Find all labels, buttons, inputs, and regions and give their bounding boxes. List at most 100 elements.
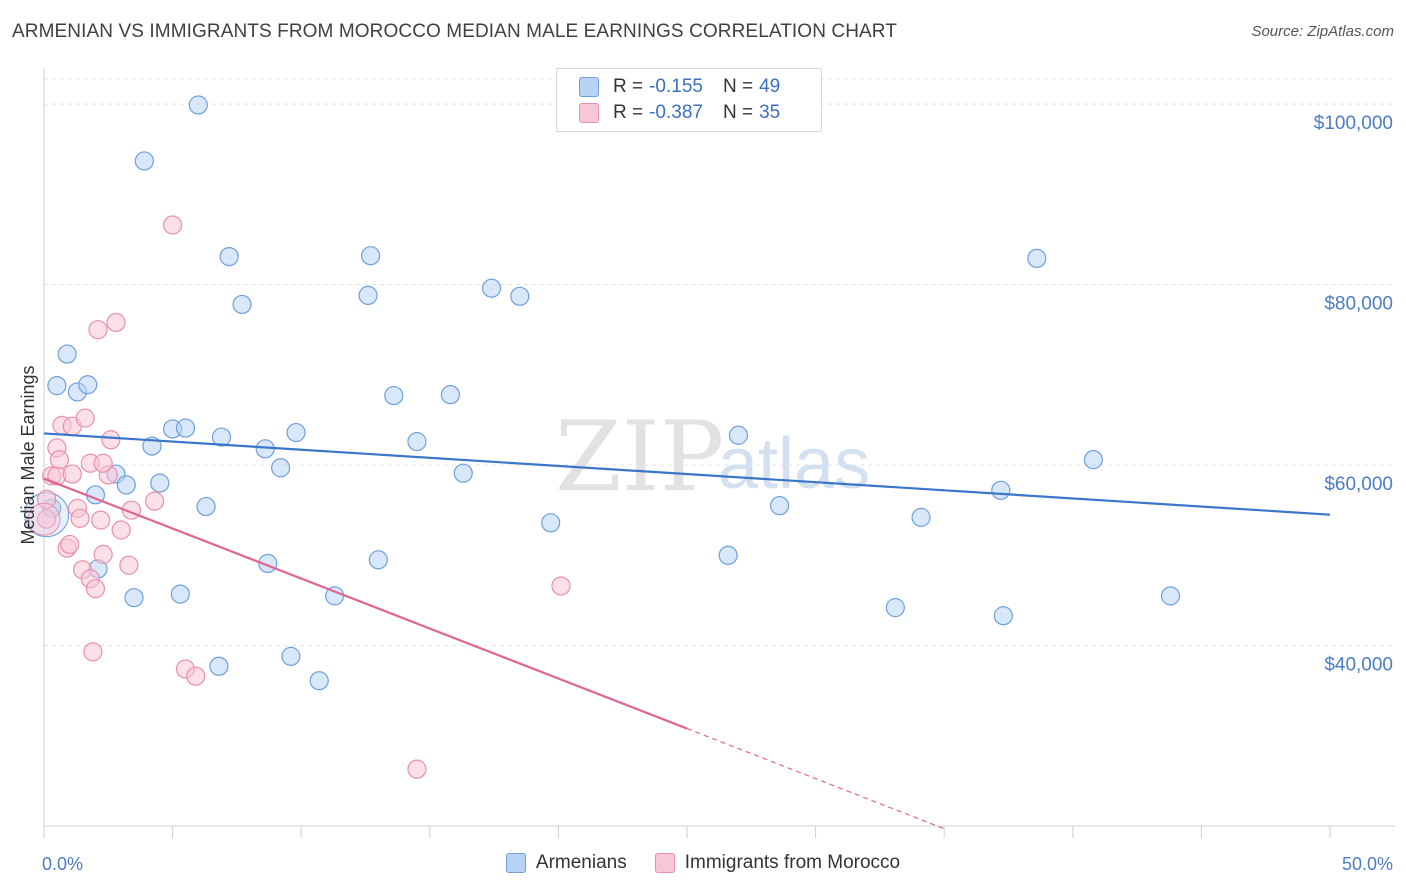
legend-item-morocco[interactable]: Immigrants from Morocco xyxy=(654,852,901,874)
armenian-point xyxy=(219,246,239,267)
armenian-point xyxy=(134,151,154,171)
morocco-trend-extension xyxy=(686,727,945,830)
y-tick-label: $80,000 xyxy=(1324,294,1393,315)
morocco-point xyxy=(407,759,427,779)
morocco-point xyxy=(75,408,95,428)
armenian-point xyxy=(57,344,77,364)
morocco-point xyxy=(85,579,106,599)
armenian-point xyxy=(407,431,427,452)
legend-row-armenians: R = -0.155 N = 49 xyxy=(579,74,780,100)
watermark: ZIP atlas xyxy=(555,401,870,513)
armenian-point xyxy=(309,671,329,691)
morocco-point xyxy=(106,312,126,333)
armenian-point xyxy=(440,385,460,405)
armenian-point xyxy=(510,286,530,306)
legend-r-value: -0.387 xyxy=(649,102,703,123)
morocco-point xyxy=(36,509,57,529)
armenian-point xyxy=(286,422,306,443)
morocco-legend-swatch xyxy=(654,853,675,873)
armenians-swatch xyxy=(579,77,599,97)
morocco-points xyxy=(27,215,571,779)
armenian-point xyxy=(993,606,1013,626)
morocco-point xyxy=(111,520,131,540)
x-tick-label: 0.0% xyxy=(42,854,83,874)
correlation-legend: R = -0.155 N = 49 R = -0.387 N = 35 xyxy=(556,68,822,132)
morocco-point xyxy=(551,576,571,596)
trend-lines xyxy=(43,432,1331,830)
armenian-point xyxy=(769,496,790,516)
series-legend: Armenians Immigrants from Morocco xyxy=(0,852,1406,874)
morocco-point xyxy=(83,642,103,662)
armenian-point xyxy=(124,588,144,608)
morocco-point xyxy=(93,453,113,473)
legend-row-morocco: R = -0.387 N = 35 xyxy=(579,100,780,126)
armenian-point xyxy=(1160,586,1181,606)
morocco-point xyxy=(36,489,57,509)
morocco-point xyxy=(70,508,90,528)
armenian-point xyxy=(78,375,98,395)
legend-n-label: N = xyxy=(722,76,754,97)
legend-r-label: R = xyxy=(613,76,644,97)
y-tick-label: $100,000 xyxy=(1314,113,1393,134)
armenian-point xyxy=(358,285,378,305)
grid-lines xyxy=(44,78,1395,647)
armenian-point xyxy=(541,513,561,533)
watermark-zip: ZIP xyxy=(555,401,724,513)
armenians-legend-swatch xyxy=(505,853,526,873)
morocco-point xyxy=(119,555,139,575)
armenian-point xyxy=(481,278,502,298)
axes xyxy=(43,68,1395,838)
armenian-point xyxy=(885,598,905,618)
armenian-point xyxy=(453,463,473,483)
armenians-points xyxy=(24,95,1181,691)
armenian-point xyxy=(196,496,216,517)
morocco-point xyxy=(144,491,165,511)
armenian-point xyxy=(47,376,67,396)
morocco-legend-label: Immigrants from Morocco xyxy=(684,852,901,873)
legend-n-value: 35 xyxy=(759,102,781,123)
armenian-point xyxy=(718,545,738,565)
armenians-trend-line xyxy=(43,432,1331,516)
morocco-point xyxy=(163,215,183,235)
armenian-point xyxy=(150,473,170,493)
armenian-point xyxy=(368,550,388,570)
armenian-point xyxy=(281,646,301,666)
morocco-point xyxy=(62,464,82,484)
morocco-point xyxy=(186,666,206,686)
morocco-point xyxy=(93,544,113,564)
y-tick-label: $40,000 xyxy=(1324,655,1393,676)
morocco-point xyxy=(88,320,108,340)
armenian-point xyxy=(384,385,404,406)
armenian-point xyxy=(728,425,749,445)
armenian-point xyxy=(188,95,208,115)
legend-r-value: -0.155 xyxy=(649,76,703,97)
morocco-point xyxy=(49,450,70,470)
legend-n-label: N = xyxy=(722,102,754,123)
y-tick-label: $60,000 xyxy=(1324,474,1393,495)
morocco-point-large xyxy=(27,502,61,536)
armenian-point xyxy=(271,458,291,478)
armenian-point xyxy=(211,427,232,447)
morocco-point xyxy=(101,430,121,450)
legend-n-value: 49 xyxy=(759,76,781,97)
armenian-point xyxy=(1083,450,1103,470)
armenian-point xyxy=(991,480,1011,500)
y-axis-title: Median Male Earnings xyxy=(18,365,38,544)
legend-r-label: R = xyxy=(613,102,644,123)
chart-title: ARMENIAN VS IMMIGRANTS FROM MOROCCO MEDI… xyxy=(12,21,897,42)
armenian-point xyxy=(361,246,381,266)
axis-labels: $40,000 $60,000 $80,000 $100,000 0.0% 50.0% Me… xyxy=(18,113,1393,874)
morocco-point xyxy=(90,510,111,530)
armenian-point xyxy=(911,507,931,527)
x-tick-label: 50.0% xyxy=(1342,854,1393,874)
armenians-legend-label: Armenians xyxy=(535,852,627,873)
armenian-point xyxy=(175,418,196,438)
chart-source: Source: ZipAtlas.com xyxy=(1251,23,1394,40)
morocco-point xyxy=(60,534,80,555)
armenian-point xyxy=(116,475,136,495)
armenian-point xyxy=(209,656,229,676)
legend-item-armenians[interactable]: Armenians xyxy=(505,852,627,874)
armenian-point xyxy=(170,584,190,604)
morocco-trend-line xyxy=(43,477,688,730)
morocco-swatch xyxy=(579,103,599,123)
